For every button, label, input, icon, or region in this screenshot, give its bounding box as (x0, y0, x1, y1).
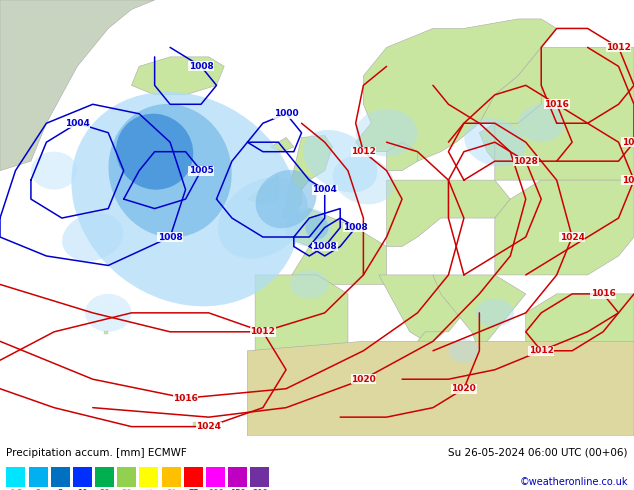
Text: 1005: 1005 (189, 166, 214, 175)
FancyBboxPatch shape (95, 467, 114, 487)
FancyBboxPatch shape (29, 467, 48, 487)
Text: 1008: 1008 (189, 62, 214, 71)
Polygon shape (193, 422, 201, 427)
FancyBboxPatch shape (228, 467, 247, 487)
Text: 1000: 1000 (274, 109, 299, 118)
Polygon shape (105, 331, 108, 334)
Text: Precipitation accum. [mm] ECMWF: Precipitation accum. [mm] ECMWF (6, 448, 187, 458)
Text: ©weatheronline.co.uk: ©weatheronline.co.uk (519, 477, 628, 487)
Text: 1020: 1020 (621, 175, 634, 185)
Text: 1008: 1008 (313, 242, 337, 251)
Polygon shape (255, 275, 348, 351)
Ellipse shape (31, 152, 77, 190)
Polygon shape (271, 138, 294, 152)
Ellipse shape (290, 270, 328, 298)
Polygon shape (0, 0, 155, 171)
Text: 1028: 1028 (514, 157, 538, 166)
Polygon shape (356, 19, 557, 161)
FancyBboxPatch shape (6, 467, 25, 487)
Ellipse shape (333, 156, 394, 204)
FancyBboxPatch shape (162, 467, 181, 487)
Ellipse shape (116, 114, 193, 190)
FancyBboxPatch shape (184, 467, 203, 487)
Polygon shape (433, 275, 526, 351)
Text: 1012: 1012 (351, 147, 376, 156)
Polygon shape (247, 342, 634, 436)
Ellipse shape (62, 213, 124, 261)
Text: 1004: 1004 (313, 185, 337, 194)
Ellipse shape (306, 216, 328, 240)
Text: 1020: 1020 (451, 384, 476, 393)
Text: 1012: 1012 (606, 43, 631, 52)
FancyBboxPatch shape (73, 467, 92, 487)
Text: 1024: 1024 (197, 422, 221, 431)
FancyBboxPatch shape (51, 467, 70, 487)
Polygon shape (379, 275, 464, 342)
Ellipse shape (256, 170, 316, 228)
Ellipse shape (464, 118, 526, 167)
Text: 1004: 1004 (65, 119, 90, 128)
Polygon shape (387, 142, 418, 171)
FancyBboxPatch shape (117, 467, 136, 487)
Polygon shape (526, 294, 634, 351)
Text: 1008: 1008 (343, 223, 368, 232)
Polygon shape (479, 48, 557, 123)
Text: 1012: 1012 (250, 327, 275, 336)
Ellipse shape (108, 104, 232, 237)
Polygon shape (247, 175, 278, 204)
Ellipse shape (356, 109, 418, 156)
Polygon shape (418, 332, 444, 342)
Ellipse shape (518, 104, 564, 142)
Text: 1012: 1012 (529, 346, 553, 355)
Text: 1020: 1020 (351, 375, 376, 384)
Ellipse shape (286, 209, 332, 246)
Polygon shape (131, 57, 224, 95)
Text: Su 26-05-2024 06:00 UTC (00+06): Su 26-05-2024 06:00 UTC (00+06) (448, 448, 628, 458)
Text: 1016: 1016 (621, 138, 634, 147)
Polygon shape (286, 209, 387, 284)
Ellipse shape (448, 339, 479, 363)
Ellipse shape (303, 130, 377, 193)
Polygon shape (387, 180, 510, 246)
Polygon shape (495, 48, 634, 180)
Text: 1008: 1008 (158, 233, 183, 242)
Text: 1024: 1024 (560, 233, 585, 242)
Polygon shape (282, 136, 332, 218)
Text: 1016: 1016 (544, 100, 569, 109)
Polygon shape (479, 123, 541, 161)
FancyBboxPatch shape (206, 467, 225, 487)
Ellipse shape (476, 298, 514, 327)
Ellipse shape (72, 92, 300, 306)
FancyBboxPatch shape (250, 467, 269, 487)
FancyBboxPatch shape (139, 467, 158, 487)
Text: 1016: 1016 (591, 290, 616, 298)
Ellipse shape (85, 294, 131, 332)
Text: 1016: 1016 (173, 393, 198, 403)
Ellipse shape (218, 177, 307, 259)
Polygon shape (495, 180, 634, 275)
